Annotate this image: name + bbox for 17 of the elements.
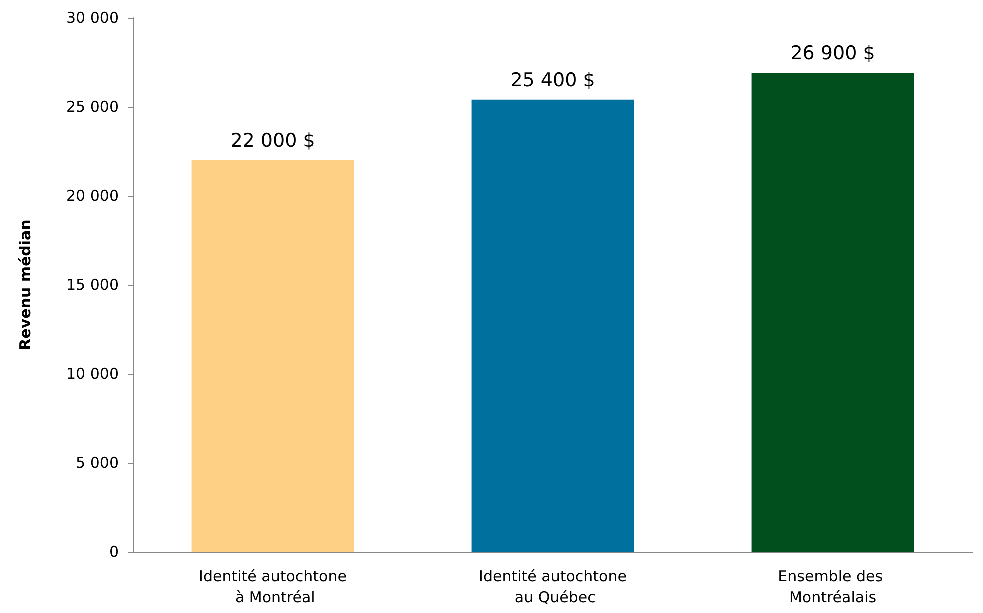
y-tick-label: 15 000 bbox=[66, 276, 119, 294]
y-tick-label: 25 000 bbox=[66, 98, 119, 116]
y-tick-label: 10 000 bbox=[66, 365, 119, 383]
data-label: 22 000 $ bbox=[230, 130, 316, 152]
y-tick-label: 20 000 bbox=[66, 187, 119, 205]
y-tick-label: 0 bbox=[109, 543, 119, 561]
x-tick-label: Identité autochtone à Montréal bbox=[199, 568, 347, 606]
data-label: 26 900 $ bbox=[790, 42, 876, 65]
x-tick-label: Identité autochtone au Québec bbox=[479, 568, 627, 606]
data-label: 25 400 $ bbox=[510, 69, 596, 92]
x-tick-label: Ensemble des Montréalais bbox=[778, 568, 888, 606]
bar bbox=[192, 160, 354, 552]
bar bbox=[752, 73, 914, 552]
y-tick-label: 5 000 bbox=[76, 454, 119, 472]
y-tick-label: 30 000 bbox=[66, 9, 119, 27]
bar bbox=[472, 100, 634, 552]
y-axis-title: Revenu médian bbox=[16, 220, 34, 350]
